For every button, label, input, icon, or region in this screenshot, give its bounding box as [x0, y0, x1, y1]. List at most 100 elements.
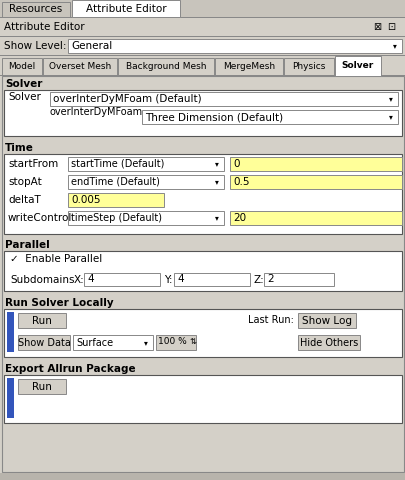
Bar [4, 90, 401, 136]
Bar [2, 58, 42, 75]
Text: Last Run:: Last Run: [247, 315, 293, 325]
Bar [0, 37, 405, 55]
Text: 4: 4 [177, 275, 183, 285]
Bar [68, 175, 224, 189]
Text: Physics: Physics [292, 62, 325, 71]
Bar [73, 335, 153, 350]
Text: 0.005: 0.005 [71, 195, 100, 205]
Bar [68, 39, 401, 53]
Bar [4, 154, 401, 234]
Text: Solver: Solver [5, 79, 42, 89]
Bar [84, 273, 160, 286]
Text: writeControl: writeControl [8, 213, 72, 223]
Text: Time: Time [5, 143, 34, 153]
Text: Run: Run [32, 382, 52, 392]
Bar [0, 18, 405, 36]
Text: startTime (Default): startTime (Default) [71, 159, 164, 169]
Text: 0: 0 [232, 159, 239, 169]
Bar [230, 211, 401, 225]
Text: ▾: ▾ [215, 214, 218, 223]
Text: Show Log: Show Log [301, 315, 351, 325]
Bar [297, 313, 355, 328]
Bar [156, 335, 196, 350]
Text: Parallel: Parallel [5, 240, 50, 250]
Text: overInterDyMFoam (Default): overInterDyMFoam (Default) [53, 94, 201, 104]
Text: ▾: ▾ [388, 95, 392, 104]
Text: startFrom: startFrom [8, 159, 58, 169]
Bar [0, 56, 405, 75]
Text: Solver: Solver [8, 92, 41, 102]
Bar [0, 55, 405, 56]
Text: X:: X: [74, 275, 85, 285]
Bar [215, 58, 282, 75]
Text: General: General [71, 41, 112, 51]
Bar [18, 313, 66, 328]
Bar [0, 0, 405, 17]
Text: Overset Mesh: Overset Mesh [49, 62, 111, 71]
Text: ▾: ▾ [144, 338, 147, 347]
Text: deltaT: deltaT [8, 195, 40, 205]
Text: Hide Others: Hide Others [299, 337, 357, 348]
Text: Three Dimension (Default): Three Dimension (Default) [145, 112, 282, 122]
Text: ▾: ▾ [215, 178, 218, 187]
Text: Solver: Solver [341, 61, 373, 71]
Bar [0, 473, 405, 480]
Text: Attribute Editor: Attribute Editor [85, 3, 166, 13]
Bar [4, 309, 401, 357]
Bar [230, 175, 401, 189]
Bar [263, 273, 333, 286]
Text: ▾: ▾ [392, 41, 396, 50]
Bar [284, 58, 333, 75]
Text: overInterDyMFoam: overInterDyMFoam [50, 107, 143, 117]
Text: Show Level:: Show Level: [4, 41, 66, 51]
Text: ⇅: ⇅ [189, 337, 196, 347]
Text: Model: Model [9, 62, 36, 71]
Bar [68, 193, 164, 207]
Bar [142, 110, 397, 124]
Text: Z:: Z: [254, 275, 264, 285]
Bar [0, 75, 405, 76]
Text: Export Allrun Package: Export Allrun Package [5, 364, 135, 374]
Text: Background Mesh: Background Mesh [126, 62, 206, 71]
Bar [334, 56, 380, 76]
Bar [118, 58, 213, 75]
Bar [2, 2, 70, 17]
Bar [2, 76, 403, 472]
Bar [68, 211, 224, 225]
Bar [18, 335, 70, 350]
Text: ✓  Enable Parallel: ✓ Enable Parallel [10, 254, 102, 264]
Text: Resources: Resources [9, 4, 62, 14]
Bar [7, 378, 14, 418]
Text: Run Solver Locally: Run Solver Locally [5, 298, 113, 308]
Text: Surface: Surface [76, 337, 113, 348]
Bar [68, 157, 224, 171]
Bar [297, 335, 359, 350]
Text: Attribute Editor: Attribute Editor [4, 22, 84, 32]
Text: Run: Run [32, 315, 52, 325]
Bar [0, 17, 405, 18]
Text: Y:: Y: [164, 275, 172, 285]
Text: 0.5: 0.5 [232, 177, 249, 187]
Bar [230, 157, 401, 171]
Text: ▾: ▾ [388, 112, 392, 121]
Bar [0, 36, 405, 37]
Text: timeStep (Default): timeStep (Default) [71, 213, 162, 223]
Text: 100 %: 100 % [158, 337, 186, 347]
Text: 4: 4 [87, 275, 94, 285]
Bar [4, 251, 401, 291]
Text: 2: 2 [266, 275, 273, 285]
Text: MergeMesh: MergeMesh [222, 62, 274, 71]
Bar [43, 58, 117, 75]
Text: 20: 20 [232, 213, 245, 223]
Bar [18, 379, 66, 394]
Bar [4, 375, 401, 423]
Text: ▾: ▾ [215, 159, 218, 168]
Bar [72, 0, 179, 17]
Text: endTime (Default): endTime (Default) [71, 177, 160, 187]
Bar [50, 92, 397, 106]
Text: Show Data: Show Data [17, 337, 70, 348]
Text: ⊠: ⊠ [372, 22, 380, 32]
Bar [7, 312, 14, 352]
Text: Subdomains: Subdomains [10, 275, 74, 285]
Text: stopAt: stopAt [8, 177, 42, 187]
